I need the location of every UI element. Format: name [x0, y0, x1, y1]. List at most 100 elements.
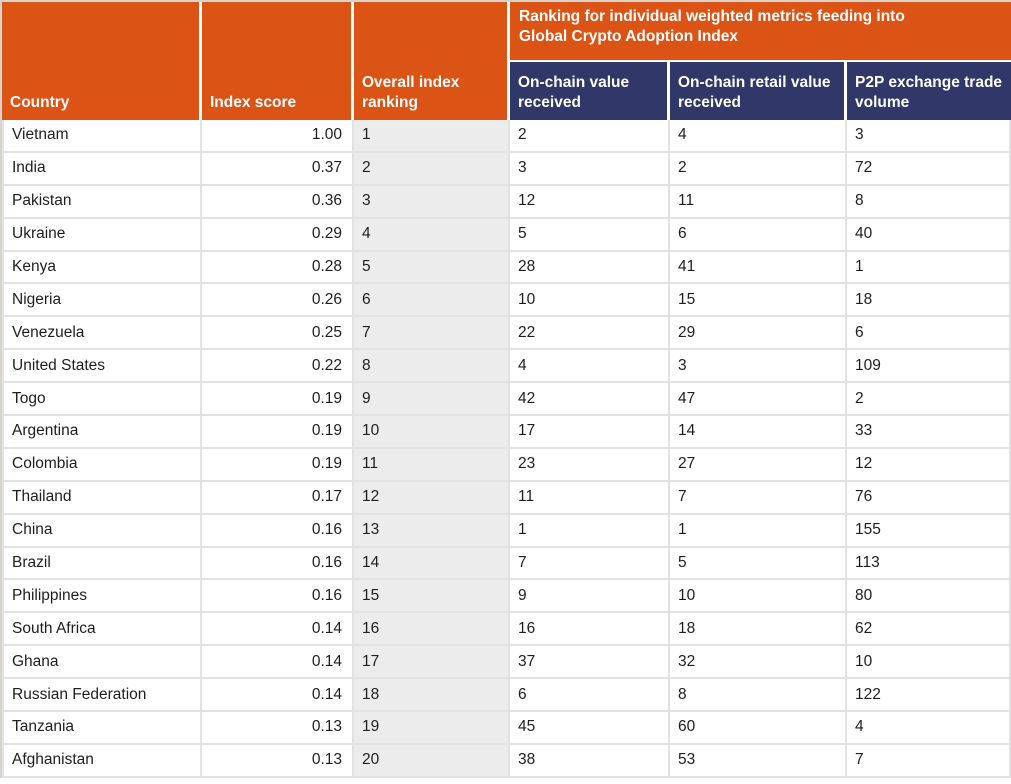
metrics-subheaders: On-chain value received On-chain retail … — [510, 62, 1011, 120]
overall-ranking-cell: 17 — [354, 646, 510, 678]
p2p-volume-cell: 8 — [847, 185, 1011, 217]
country-cell: Togo — [2, 383, 202, 415]
column-header-on-chain-value-received: On-chain value received — [510, 62, 670, 120]
index-score-cell: 0.25 — [202, 317, 354, 349]
on-chain-retail-cell: 27 — [670, 448, 847, 480]
table-row: Afghanistan 0.13 20 38 53 7 — [2, 744, 1011, 778]
p2p-volume-cell: 155 — [847, 514, 1011, 546]
index-score-cell: 0.26 — [202, 284, 354, 316]
on-chain-value-cell: 6 — [510, 679, 670, 711]
country-cell: Thailand — [2, 481, 202, 513]
on-chain-value-cell: 42 — [510, 383, 670, 415]
p2p-volume-cell: 1 — [847, 251, 1011, 283]
column-header-country: Country — [2, 2, 202, 120]
country-cell: Ukraine — [2, 218, 202, 250]
on-chain-value-cell: 37 — [510, 646, 670, 678]
on-chain-value-cell: 4 — [510, 350, 670, 382]
on-chain-value-cell: 7 — [510, 547, 670, 579]
on-chain-retail-cell: 29 — [670, 317, 847, 349]
country-cell: United States — [2, 350, 202, 382]
index-score-cell: 0.14 — [202, 646, 354, 678]
table-row: Russian Federation 0.14 18 6 8 122 — [2, 679, 1011, 713]
overall-ranking-cell: 7 — [354, 317, 510, 349]
on-chain-value-cell: 9 — [510, 580, 670, 612]
table-row: Kenya 0.28 5 28 41 1 — [2, 251, 1011, 285]
overall-ranking-cell: 2 — [354, 152, 510, 184]
overall-ranking-cell: 5 — [354, 251, 510, 283]
column-header-p2p-exchange-trade-volume: P2P exchange trade volume — [847, 62, 1011, 120]
table-row: Pakistan 0.36 3 12 11 8 — [2, 185, 1011, 219]
index-score-cell: 0.14 — [202, 613, 354, 645]
table-row: Colombia 0.19 11 23 27 12 — [2, 448, 1011, 482]
index-score-cell: 0.16 — [202, 547, 354, 579]
overall-ranking-cell: 6 — [354, 284, 510, 316]
p2p-volume-cell: 18 — [847, 284, 1011, 316]
on-chain-retail-cell: 60 — [670, 712, 847, 743]
country-cell: Philippines — [2, 580, 202, 612]
p2p-volume-cell: 6 — [847, 317, 1011, 349]
index-score-cell: 0.36 — [202, 185, 354, 217]
overall-ranking-cell: 4 — [354, 218, 510, 250]
overall-ranking-cell: 19 — [354, 712, 510, 743]
on-chain-value-cell: 45 — [510, 712, 670, 743]
index-score-cell: 0.17 — [202, 481, 354, 513]
overall-ranking-cell: 8 — [354, 350, 510, 382]
country-cell: Nigeria — [2, 284, 202, 316]
index-score-cell: 0.29 — [202, 218, 354, 250]
country-cell: Tanzania — [2, 712, 202, 743]
table-row: Brazil 0.16 14 7 5 113 — [2, 547, 1011, 581]
country-cell: Russian Federation — [2, 679, 202, 711]
on-chain-value-cell: 2 — [510, 120, 670, 151]
on-chain-retail-cell: 5 — [670, 547, 847, 579]
overall-ranking-cell: 20 — [354, 744, 510, 776]
on-chain-value-cell: 1 — [510, 514, 670, 546]
on-chain-retail-cell: 1 — [670, 514, 847, 546]
overall-ranking-cell: 14 — [354, 547, 510, 579]
table-row: United States 0.22 8 4 3 109 — [2, 350, 1011, 384]
country-cell: Colombia — [2, 448, 202, 480]
p2p-volume-cell: 3 — [847, 120, 1011, 151]
overall-ranking-cell: 10 — [354, 416, 510, 447]
table-row: Thailand 0.17 12 11 7 76 — [2, 481, 1011, 515]
on-chain-value-cell: 16 — [510, 613, 670, 645]
table-row: South Africa 0.14 16 16 18 62 — [2, 613, 1011, 647]
table-body: Vietnam 1.00 1 2 4 3 India 0.37 2 3 2 72 Pakistan 0.3… — [2, 120, 1011, 778]
overall-ranking-cell: 9 — [354, 383, 510, 415]
p2p-volume-cell: 62 — [847, 613, 1011, 645]
on-chain-value-cell: 22 — [510, 317, 670, 349]
overall-ranking-cell: 11 — [354, 448, 510, 480]
on-chain-retail-cell: 6 — [670, 218, 847, 250]
index-score-cell: 0.13 — [202, 744, 354, 776]
on-chain-retail-cell: 15 — [670, 284, 847, 316]
on-chain-retail-cell: 41 — [670, 251, 847, 283]
column-header-overall-index-ranking: Overall index ranking — [354, 2, 510, 120]
p2p-volume-cell: 33 — [847, 416, 1011, 447]
on-chain-retail-cell: 10 — [670, 580, 847, 612]
index-score-cell: 0.37 — [202, 152, 354, 184]
table-row: India 0.37 2 3 2 72 — [2, 152, 1011, 186]
overall-ranking-cell: 13 — [354, 514, 510, 546]
index-score-cell: 0.19 — [202, 416, 354, 447]
index-score-cell: 0.14 — [202, 679, 354, 711]
index-score-cell: 0.13 — [202, 712, 354, 743]
on-chain-retail-cell: 14 — [670, 416, 847, 447]
country-cell: South Africa — [2, 613, 202, 645]
table-row: Ghana 0.14 17 37 32 10 — [2, 646, 1011, 680]
p2p-volume-cell: 4 — [847, 712, 1011, 743]
p2p-volume-cell: 7 — [847, 744, 1011, 776]
on-chain-value-cell: 12 — [510, 185, 670, 217]
index-score-cell: 0.16 — [202, 514, 354, 546]
p2p-volume-cell: 10 — [847, 646, 1011, 678]
on-chain-value-cell: 10 — [510, 284, 670, 316]
index-score-cell: 0.16 — [202, 580, 354, 612]
on-chain-retail-cell: 8 — [670, 679, 847, 711]
table-row: Venezuela 0.25 7 22 29 6 — [2, 317, 1011, 351]
overall-ranking-cell: 12 — [354, 481, 510, 513]
metrics-banner: Ranking for individual weighted metrics … — [510, 2, 1011, 62]
overall-ranking-cell: 3 — [354, 185, 510, 217]
country-cell: Ghana — [2, 646, 202, 678]
on-chain-retail-cell: 18 — [670, 613, 847, 645]
p2p-volume-cell: 40 — [847, 218, 1011, 250]
country-cell: Afghanistan — [2, 744, 202, 776]
